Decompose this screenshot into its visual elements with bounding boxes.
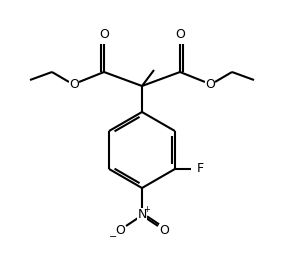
Text: O: O [115,223,125,237]
Text: O: O [205,77,215,91]
Text: F: F [196,163,203,175]
Text: O: O [175,28,185,42]
Text: O: O [159,223,169,237]
Text: O: O [99,28,109,42]
Text: −: − [109,232,117,242]
Text: O: O [69,77,79,91]
Text: +: + [144,205,151,214]
Text: N: N [137,207,147,221]
